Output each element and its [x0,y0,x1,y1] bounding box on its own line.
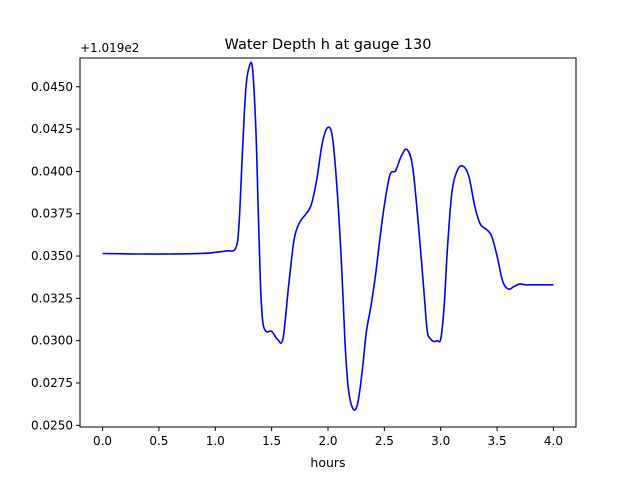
x-tick-label: 1.5 [262,434,281,448]
y-offset-label: +1.019e2 [80,41,139,55]
x-axis-label: hours [310,455,345,470]
x-tick-label: 4.0 [544,434,563,448]
y-tick-label: 0.0250 [31,418,73,432]
y-axis: 0.0250 0.0275 0.0300 0.0325 0.0350 0.0375 0.04… [31,80,80,432]
y-tick-label: 0.0275 [31,376,73,390]
x-tick-label: 3.0 [431,434,450,448]
y-tick-label: 0.0450 [31,80,73,94]
series-line-0 [102,61,554,411]
chart-title: Water Depth h at gauge 130 [225,37,432,53]
x-axis: 0.0 0.5 1.0 1.5 2.0 2.5 3.0 3.5 4.0 [93,427,563,448]
y-tick-label: 0.0325 [31,291,73,305]
y-tick-label: 0.0300 [31,334,73,348]
y-tick-label: 0.0425 [31,122,73,136]
y-tick-label: 0.0375 [31,207,73,221]
x-tick-label: 3.5 [488,434,507,448]
y-tick-label: 0.0400 [31,164,73,178]
plot-area [102,61,554,411]
x-tick-label: 0.5 [149,434,168,448]
y-tick-label: 0.0350 [31,249,73,263]
x-tick-label: 1.0 [206,434,225,448]
x-tick-label: 0.0 [93,434,112,448]
x-tick-label: 2.5 [375,434,394,448]
x-tick-label: 2.0 [318,434,337,448]
